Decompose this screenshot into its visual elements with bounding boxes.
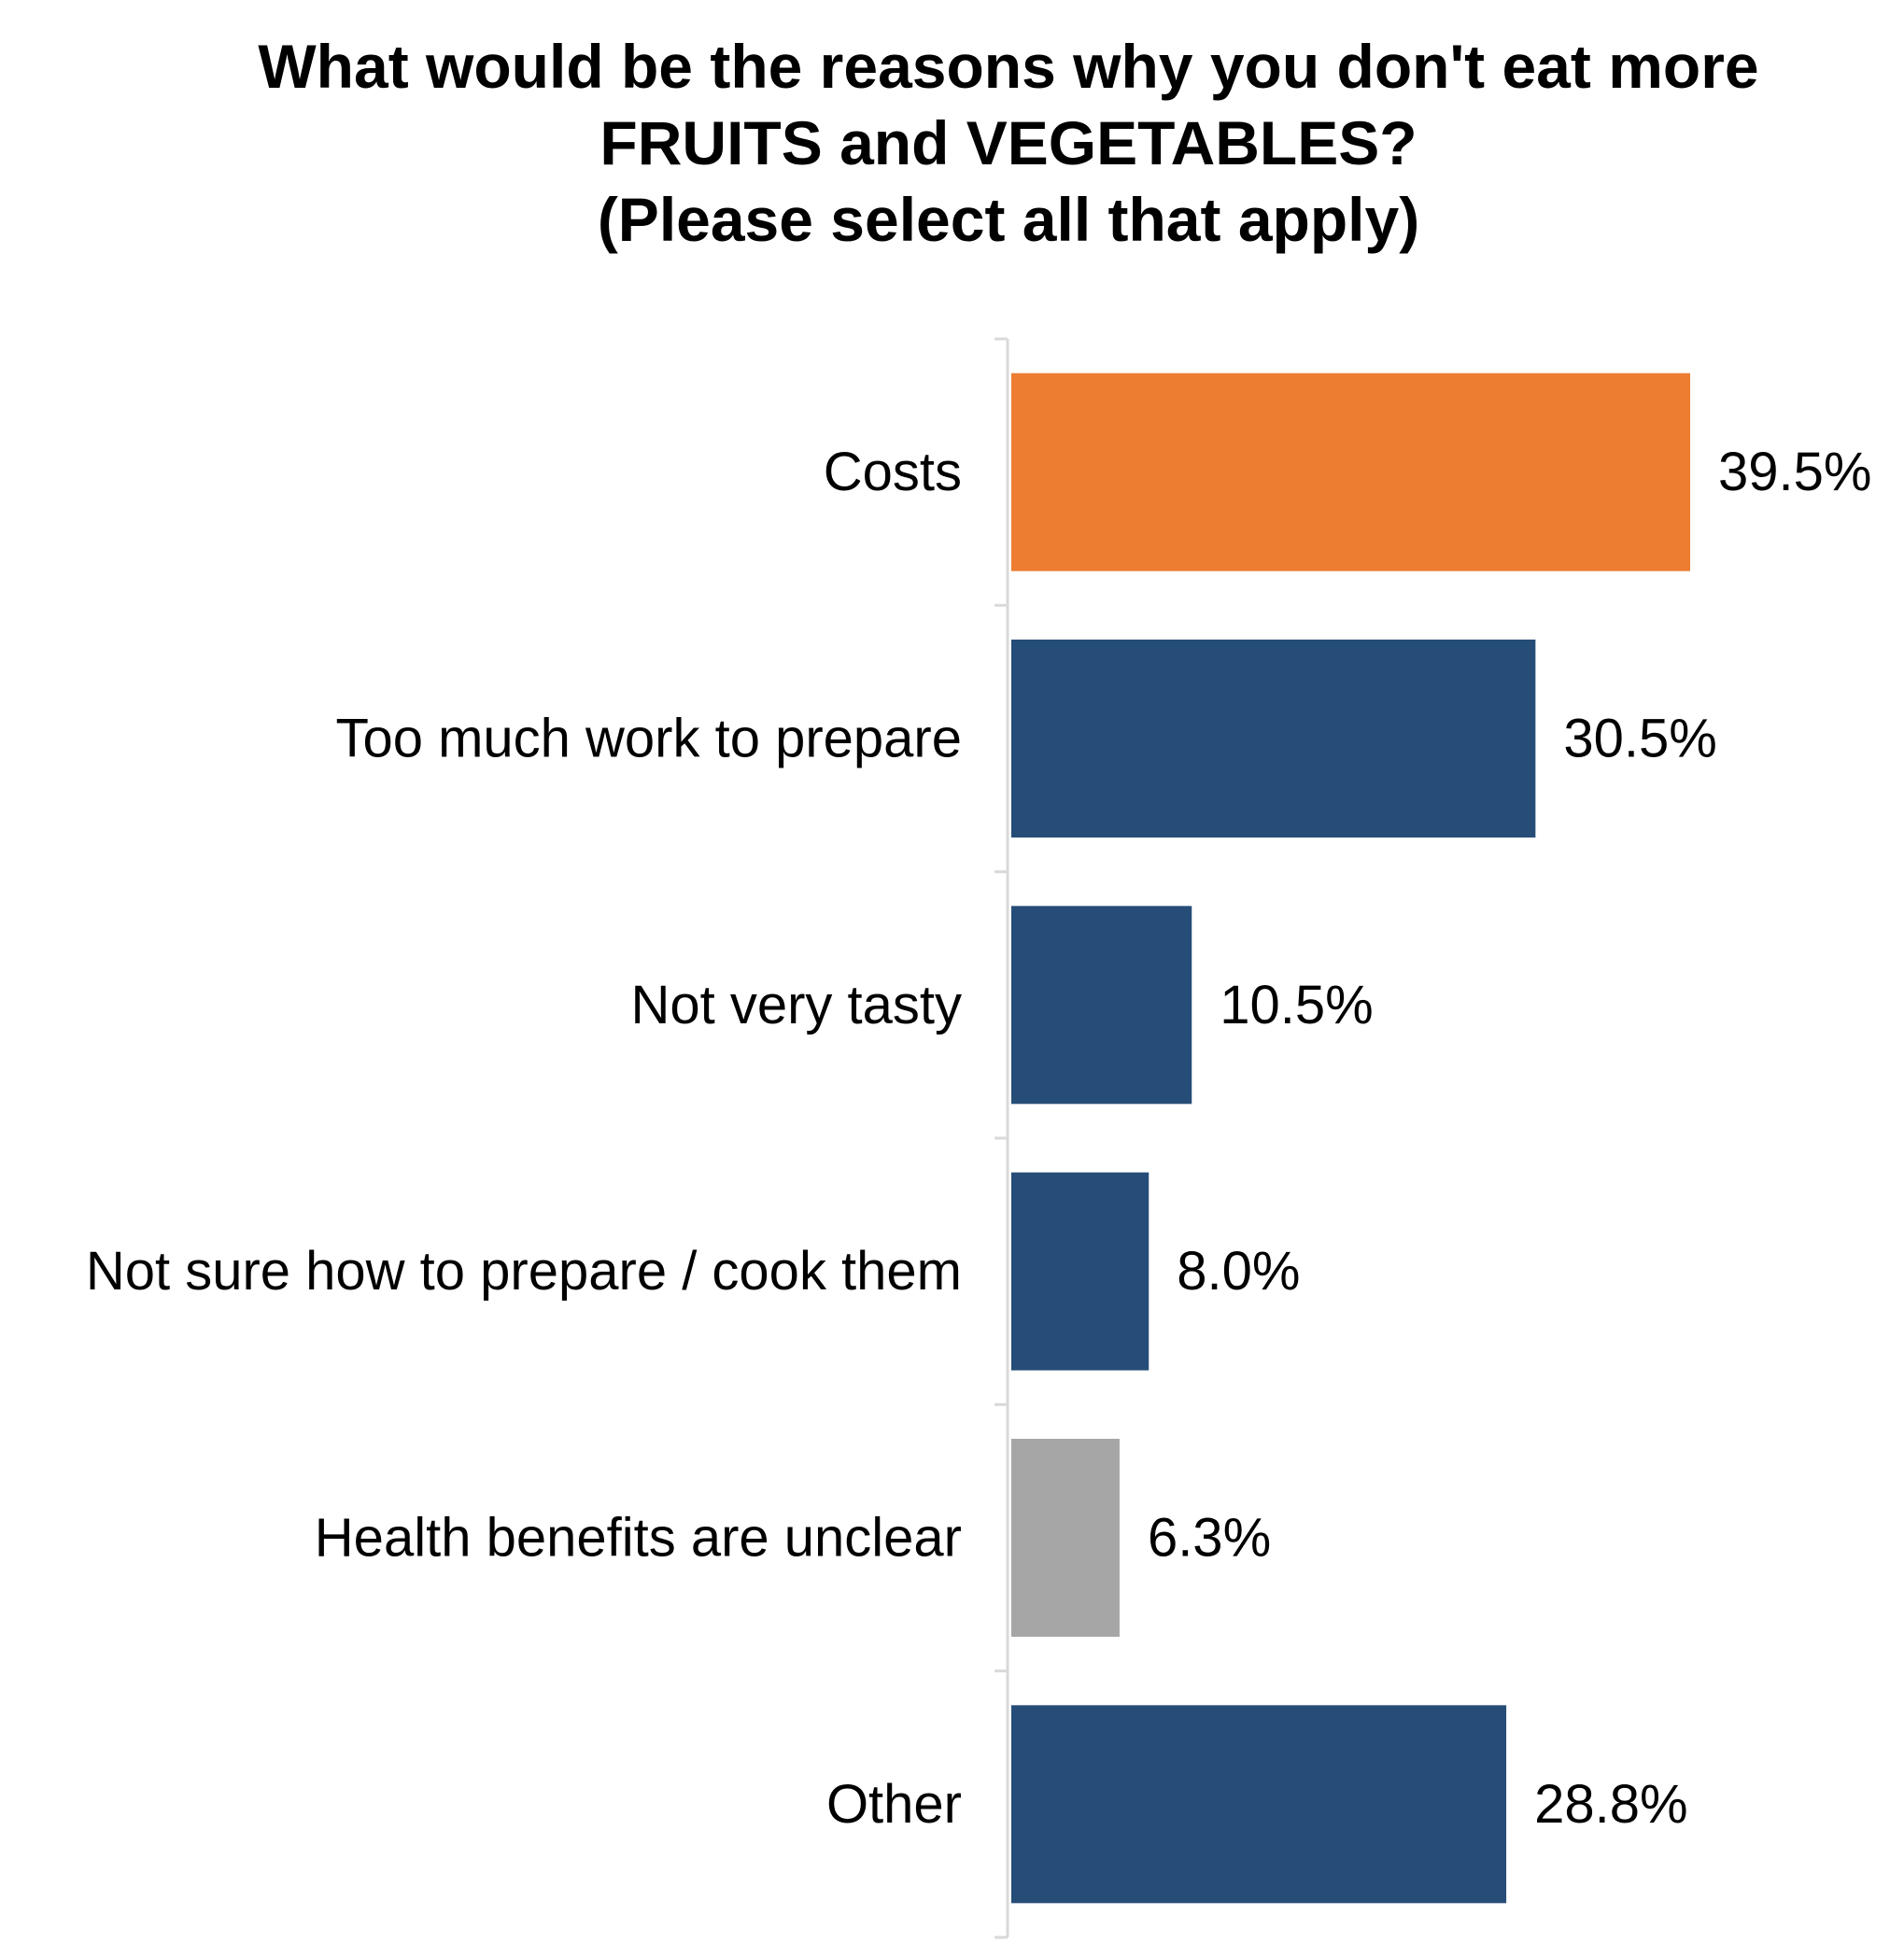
- data-label: 28.8%: [1534, 1774, 1687, 1835]
- category-label: Costs: [824, 442, 962, 502]
- labels: Costs 39.5% Too much work to prepare 30.5% N…: [86, 442, 1872, 1835]
- data-label: 30.5%: [1563, 709, 1716, 769]
- category-label: Other: [826, 1774, 962, 1835]
- category-label: Too much work to prepare: [335, 709, 962, 769]
- category-label: Not sure how to prepare / cook them: [86, 1241, 962, 1302]
- category-label: Health benefits are unclear: [315, 1508, 962, 1569]
- category-label: Not very tasty: [630, 975, 962, 1035]
- category-axis: [994, 337, 1009, 1939]
- bar: [1011, 1705, 1507, 1904]
- bar: [1011, 1172, 1149, 1371]
- bar: [1011, 373, 1690, 571]
- data-label: 39.5%: [1718, 442, 1871, 502]
- bar: [1011, 906, 1192, 1105]
- bar: [1011, 1439, 1120, 1637]
- data-label: 6.3%: [1148, 1508, 1271, 1569]
- bars: [1011, 373, 1690, 1904]
- bar: [1011, 640, 1536, 838]
- chart-title: What would be the reasons why you don't …: [258, 32, 1759, 254]
- data-label: 8.0%: [1177, 1241, 1300, 1302]
- data-label: 10.5%: [1220, 975, 1373, 1035]
